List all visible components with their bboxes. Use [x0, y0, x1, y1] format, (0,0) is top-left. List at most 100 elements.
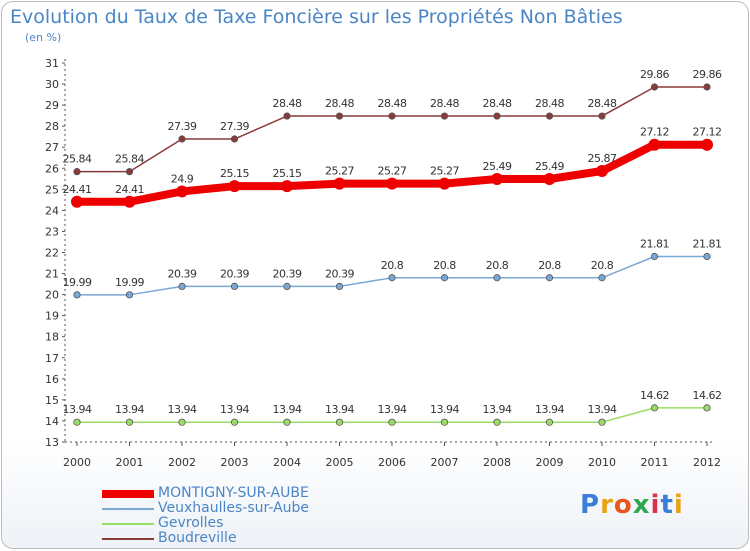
data-label: 25.15 [273, 167, 302, 180]
data-point [491, 173, 503, 186]
data-point [545, 418, 554, 426]
logo-letter: x [632, 490, 651, 520]
data-point [73, 168, 81, 176]
data-label: 21.81 [640, 238, 669, 251]
data-label: 25.15 [220, 167, 249, 180]
data-point [701, 138, 713, 151]
data-point [545, 112, 554, 120]
data-label: 20.39 [273, 267, 302, 280]
logo-letter: t [660, 490, 674, 520]
y-tick-label: 22 [45, 247, 59, 260]
data-label: 13.94 [63, 403, 92, 416]
data-point [650, 404, 659, 412]
data-point [438, 177, 451, 190]
logo-letter: r [600, 490, 614, 520]
data-label: 19.99 [115, 276, 144, 289]
x-tick-label: 2001 [116, 456, 144, 469]
data-point [178, 418, 186, 426]
data-point [440, 418, 449, 426]
data-label: 25.27 [430, 165, 459, 178]
y-tick-label: 24 [45, 204, 59, 217]
y-tick-label: 23 [45, 225, 59, 238]
data-point [125, 168, 134, 176]
data-label: 13.94 [115, 403, 144, 416]
y-tick-label: 26 [45, 162, 59, 175]
data-point [648, 138, 661, 151]
y-tick-label: 17 [45, 352, 59, 365]
data-point [230, 135, 239, 143]
data-label: 20.39 [168, 267, 197, 280]
data-point [596, 165, 608, 178]
legend-label: Boudreville [158, 530, 237, 546]
data-point [176, 185, 188, 198]
legend-swatch [102, 489, 154, 498]
chart-title: Evolution du Taux de Taxe Foncière sur l… [10, 6, 623, 28]
x-tick-label: 2005 [326, 456, 354, 469]
data-label: 25.27 [378, 165, 407, 178]
data-point [388, 418, 396, 426]
data-point [493, 418, 501, 426]
data-point [703, 252, 711, 261]
x-tick-label: 2000 [63, 456, 91, 469]
data-point [388, 112, 396, 120]
data-label: 14.62 [693, 389, 722, 402]
data-label: 24.9 [171, 172, 194, 185]
data-label: 21.81 [693, 238, 722, 251]
data-label: 25.84 [115, 153, 144, 166]
data-point [230, 418, 239, 426]
x-tick-label: 2009 [536, 456, 564, 469]
data-label: 28.48 [325, 97, 354, 110]
data-label: 13.94 [483, 403, 512, 416]
data-label: 27.12 [693, 126, 722, 139]
data-point [598, 274, 606, 282]
logo-letter: P [580, 490, 601, 520]
data-point [283, 282, 291, 290]
data-point [598, 112, 606, 120]
data-point [598, 418, 606, 426]
data-label: 28.48 [535, 97, 564, 110]
legend-swatch [102, 522, 154, 525]
data-point [335, 112, 344, 120]
y-tick-label: 27 [45, 141, 59, 154]
logo-letter: i [673, 490, 684, 520]
data-point [543, 173, 556, 186]
data-label: 28.48 [273, 97, 302, 110]
data-label: 24.41 [63, 183, 92, 196]
data-point [230, 282, 239, 290]
data-label: 25.84 [63, 153, 92, 166]
x-tick-label: 2003 [221, 456, 249, 469]
y-tick-label: 19 [45, 310, 59, 323]
data-label: 28.48 [378, 97, 407, 110]
data-label: 20.8 [486, 259, 509, 272]
y-tick-label: 18 [45, 331, 59, 344]
y-tick-label: 31 [45, 57, 59, 70]
data-point [125, 291, 134, 299]
data-point [388, 274, 396, 282]
y-tick-label: 14 [45, 415, 59, 428]
data-point [71, 195, 83, 208]
data-label: 25.87 [588, 152, 617, 165]
data-label: 27.39 [168, 120, 197, 133]
x-tick-label: 2010 [588, 456, 616, 469]
data-label: 13.94 [220, 403, 249, 416]
x-tick-label: 2011 [641, 456, 669, 469]
data-label: 13.94 [273, 403, 302, 416]
x-tick-label: 2007 [431, 456, 459, 469]
data-label: 13.94 [325, 403, 354, 416]
data-point [650, 252, 659, 261]
data-label: 19.99 [63, 276, 92, 289]
data-point [73, 418, 81, 426]
data-point [73, 291, 81, 299]
data-label: 20.8 [538, 259, 561, 272]
data-label: 25.49 [535, 160, 564, 173]
unit-label: (en %) [25, 31, 62, 44]
data-point [123, 195, 136, 208]
data-label: 28.48 [483, 97, 512, 110]
data-label: 14.62 [640, 389, 669, 402]
data-point [493, 112, 501, 120]
y-tick-label: 25 [45, 183, 59, 196]
y-tick-label: 21 [45, 268, 59, 281]
data-point [703, 83, 711, 91]
data-point [283, 418, 291, 426]
